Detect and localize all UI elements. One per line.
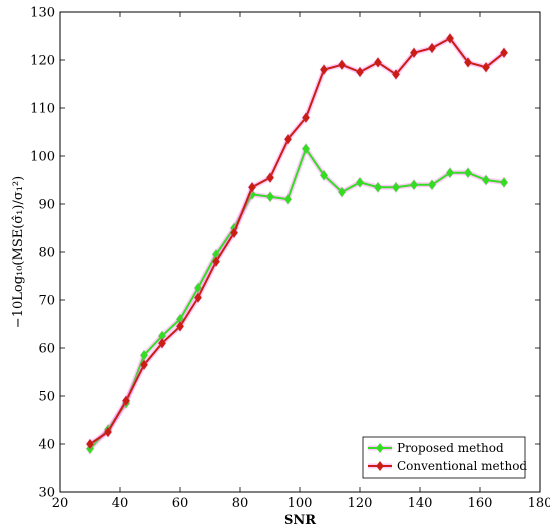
data-point: [392, 182, 400, 193]
data-point: [194, 292, 202, 303]
y-tick-label: 70: [38, 294, 55, 309]
data-point: [140, 350, 148, 361]
data-point: [446, 167, 454, 178]
legend-entry-conventional-method: Conventional method: [368, 459, 527, 473]
y-tick-label: 130: [30, 6, 55, 21]
x-tick-label: 100: [288, 496, 313, 511]
data-point: [194, 283, 202, 293]
data-point: [284, 134, 292, 145]
x-tick-label: 40: [112, 496, 129, 511]
series-layer: [85, 32, 509, 455]
series-line: [89, 37, 505, 445]
data-point: [320, 170, 328, 181]
data-point: [410, 179, 418, 190]
data-point: [464, 167, 472, 178]
x-tick-label: 60: [172, 496, 189, 511]
data-point: [122, 395, 130, 406]
legend-entry-proposed-method: Proposed method: [368, 441, 504, 455]
legend-box: [362, 436, 526, 479]
x-tick-label: 140: [408, 496, 433, 511]
data-point: [356, 67, 364, 77]
data-point: [500, 177, 508, 188]
data-point: [212, 256, 220, 267]
data-point: [230, 227, 238, 238]
data-point: [338, 187, 346, 197]
data-point: [104, 427, 112, 437]
data-point: [338, 59, 346, 70]
y-tick-label: 110: [30, 102, 55, 117]
x-tick-label: 80: [232, 496, 249, 511]
series-conventional-method: [85, 32, 509, 450]
y-tick-label: 30: [38, 486, 55, 501]
axis-ticks: 20 40 60 80 100 120 140 160 180 30 40 50 60 70 80 90 100…: [30, 6, 550, 512]
data-point: [428, 179, 436, 190]
legend-swatch-marker: [376, 443, 384, 453]
data-point: [284, 194, 292, 205]
data-point: [446, 33, 454, 44]
data-point: [410, 47, 418, 58]
data-point: [302, 112, 310, 123]
data-point: [392, 69, 400, 80]
data-point: [248, 182, 256, 193]
legend-label: Conventional method: [397, 459, 527, 473]
data-point: [374, 57, 382, 68]
y-axis-title: −10Log₁₀(MSE(σ̂₁)/σ₁²): [11, 176, 26, 328]
data-point: [266, 172, 274, 183]
data-point: [176, 321, 184, 332]
plot-area: [59, 11, 541, 493]
x-tick-label: 120: [348, 496, 373, 511]
x-tick-label: 160: [468, 496, 493, 511]
legend: Proposed method Conventional method: [362, 436, 527, 479]
y-tick-label: 120: [30, 54, 55, 69]
y-tick-label: 90: [38, 198, 55, 213]
legend-swatch-marker: [376, 461, 384, 471]
x-tick-label: 180: [528, 496, 550, 511]
data-point: [500, 47, 508, 58]
data-point: [86, 439, 94, 449]
data-point: [266, 191, 274, 202]
data-point: [158, 338, 166, 349]
series-proposed-method: [85, 142, 509, 455]
data-point: [482, 175, 490, 185]
y-tick-label: 40: [38, 438, 55, 453]
data-point: [302, 143, 310, 154]
data-point: [320, 64, 328, 75]
y-tick-label: 100: [30, 150, 55, 165]
x-axis-title: SNR: [284, 513, 316, 528]
y-tick-label: 60: [38, 342, 55, 357]
data-point: [428, 43, 436, 53]
legend-label: Proposed method: [397, 441, 504, 455]
data-point: [464, 57, 472, 68]
series-line: [89, 147, 505, 450]
x-tick-label: 20: [52, 496, 69, 511]
data-point: [482, 62, 490, 73]
data-point: [356, 177, 364, 188]
y-tick-label: 80: [38, 246, 55, 261]
y-tick-label: 50: [38, 390, 55, 405]
data-point: [374, 182, 382, 193]
data-point: [140, 359, 148, 370]
